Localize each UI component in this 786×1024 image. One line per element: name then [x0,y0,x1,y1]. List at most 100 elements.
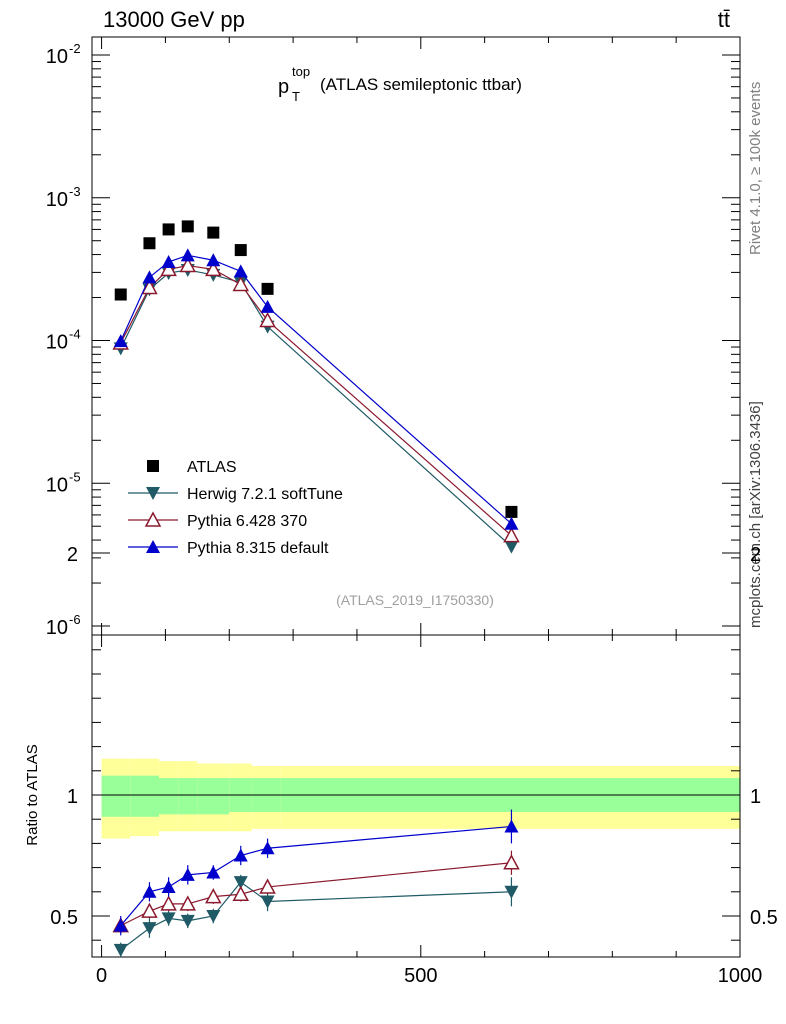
herwig-ratio-point [113,943,128,957]
header-process-label: tt̄ [718,7,730,32]
pythia6-ratio-point [141,902,158,918]
legend-label-herwig: Herwig 7.2.1 softTune [187,486,343,503]
y-tick-label-exponent: -3 [69,184,81,199]
ratio-band-green [130,775,160,817]
pythia8-main-line [120,254,512,525]
y-tick-label-exponent: -4 [69,327,81,342]
ratio-band-green [178,778,198,815]
ratio-axis-label: Ratio to ATLAS [24,744,41,845]
y-tick-label-base: 10 [46,46,68,68]
y-tick-label-base: 10 [46,474,68,496]
pythia8-main-point [233,264,248,278]
herwig-ratio-point [206,910,221,923]
x-tick-label: 500 [404,965,437,987]
atlas-main-point [162,223,175,236]
rivet-version-label: Rivet 4.1.0, ≥ 100k events [747,82,764,255]
pythia6-main-point [232,275,250,292]
y-tick-label-exponent: -5 [69,469,81,484]
y-tick-label-exponent: -6 [69,612,81,627]
pythia6-ratio-point [232,885,250,901]
legend-marker-pythia6 [144,511,162,527]
pythia8-ratio-point [113,918,128,932]
legend-marker-herwig [146,487,160,500]
y-tick-label-base: 10 [46,189,68,211]
pythia8-ratio-point [206,865,221,879]
atlas-main-point [114,288,127,301]
atlas-main-point [261,282,274,295]
pythia8-main-point [113,334,128,348]
pythia8-ratio-point [180,867,195,881]
ratio-y-tick-label-right: 1 [750,786,761,808]
herwig-ratio-point [233,876,248,890]
x-tick-label: 0 [96,965,107,987]
plot-title-rest: (ATLAS semileptonic ttbar) [320,75,522,94]
legend-marker-pythia8 [146,540,160,553]
analysis-id-label: (ATLAS_2019_I1750330) [336,592,494,608]
legend: ATLAS Herwig 7.2.1 softTune Pythia 6.428 3… [128,459,343,557]
pythia8-main-point [180,248,195,262]
pythia6-main-point [259,311,276,328]
pythia8-ratio-point [161,879,176,893]
pythia6-main-point [160,260,177,277]
atlas-main-point [143,237,156,250]
ratio-band-green [197,778,230,815]
atlas-main-point [234,244,247,257]
mcplots-label: mcplots.cern.ch [arXiv:1306.3436] [747,401,764,628]
pythia8-main-point [161,254,176,268]
pythia8-main-point [142,270,157,284]
plot-title-main: p [278,76,289,98]
legend-label-pythia6: Pythia 6.428 370 [187,513,307,530]
pythia6-main-point [503,526,520,543]
pythia6-main-point [205,260,222,277]
pythia8-main-point [260,299,275,313]
header-energy-label: 13000 GeV pp [103,7,245,32]
pythia6-ratio-point [259,878,276,894]
herwig-ratio-point [142,922,157,936]
ratio-band-green [159,778,179,815]
ratio-band-green [101,775,131,817]
pythia8-ratio-line [120,825,512,927]
pythia6-main-point [141,278,158,295]
ratio-series-layer [112,809,520,958]
ratio-y-tick-label: 2 [67,544,78,566]
pythia6-ratio-point [503,854,520,870]
plot-title-superscript: top [292,64,310,79]
ratio-y-tick-label-right: 0.5 [750,907,778,929]
pythia6-ratio-point [179,895,197,911]
y-tick-label-exponent: -2 [69,41,81,56]
pythia6-ratio-point [160,895,177,911]
atlas-main-point [505,505,518,518]
atlas-main-point [181,220,194,233]
legend-marker-atlas [147,460,159,472]
herwig-ratio-line [120,881,512,951]
ratio-y-tick-label: 1 [67,786,78,808]
pythia8-main-point [206,253,221,267]
pythia6-ratio-point [205,888,222,904]
herwig-ratio-point [180,914,195,928]
pythia6-main-point [179,256,197,273]
pythia8-ratio-point [233,848,248,862]
pythia8-main-point [504,516,519,530]
atlas-main-point [207,226,220,239]
y-tick-label-base: 10 [46,617,68,639]
ratio-uncertainty-bands [101,758,740,839]
pythia6-main-line [120,264,512,537]
main-series-layer [112,220,520,554]
herwig-main-point [504,540,519,554]
legend-label-pythia8: Pythia 8.315 default [187,540,329,557]
ratio-y-tick-label-right: 2 [750,544,761,566]
ratio-y-tick-label: 0.5 [50,907,78,929]
pythia8-ratio-point [504,819,519,833]
herwig-ratio-point [161,912,176,926]
plot-title-subscript: T [292,89,300,104]
legend-label-atlas: ATLAS [187,459,237,476]
ratio-panel-frame [91,634,741,958]
y-tick-label-base: 10 [46,332,68,354]
x-tick-label: 1000 [718,965,763,987]
pythia8-ratio-point [260,841,275,855]
herwig-main-line [120,269,512,548]
herwig-ratio-point [260,895,275,909]
herwig-ratio-point [504,885,519,899]
